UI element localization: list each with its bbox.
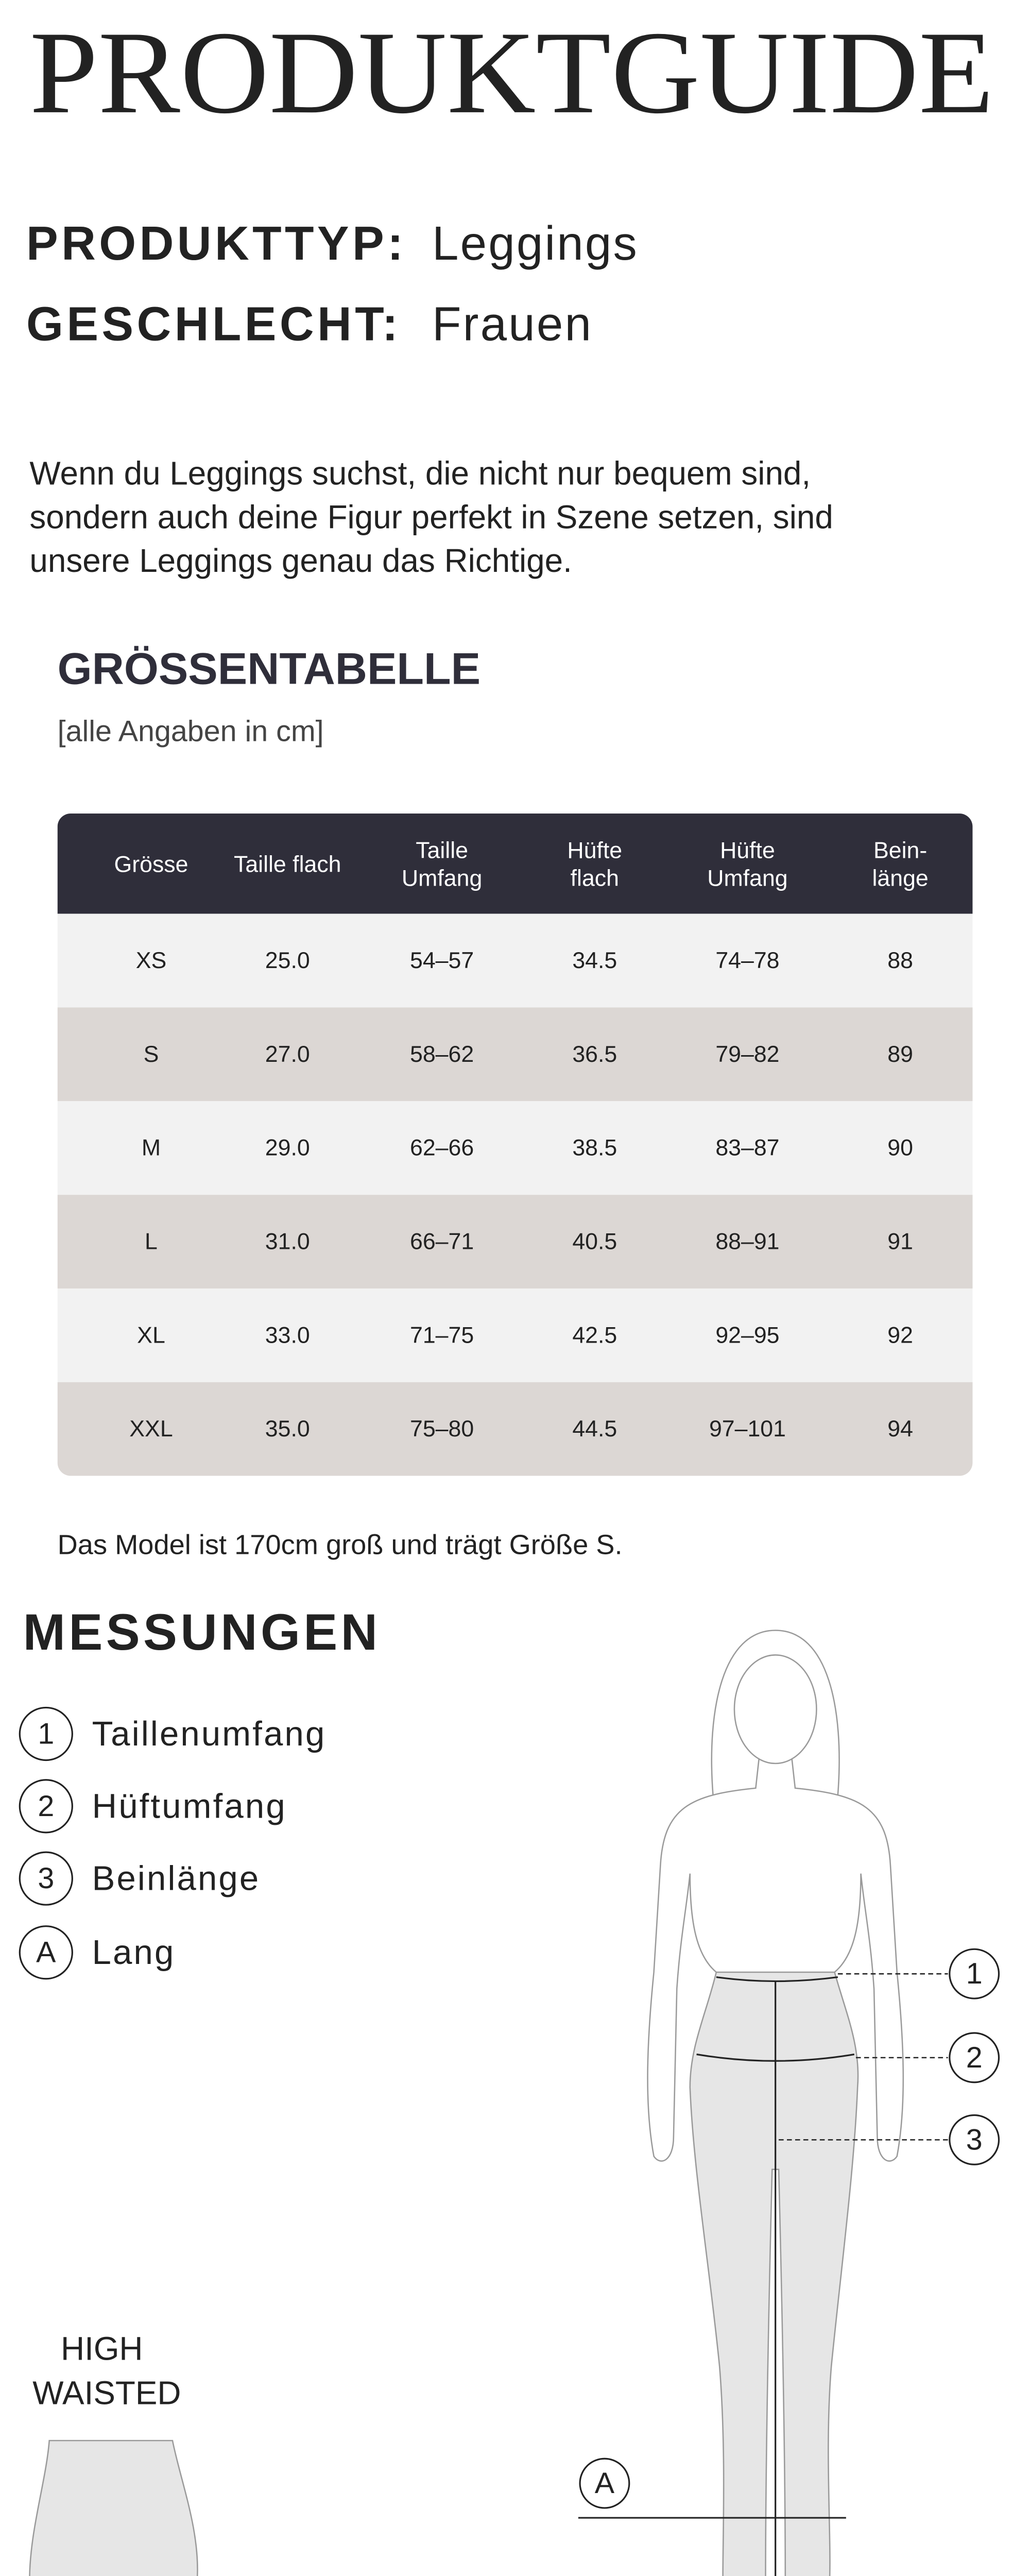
type-value: Leggings: [432, 216, 639, 270]
callout-circle: [579, 2458, 630, 2509]
column-header: flach: [571, 866, 619, 891]
table-cell: 88–91: [715, 1229, 779, 1255]
table-cell: 92: [887, 1323, 913, 1348]
marker: 2: [38, 1790, 54, 1823]
table-header: [57, 814, 973, 914]
table-title: GRÖSSENTABELLE: [58, 644, 480, 693]
column-header: Hüfte: [567, 838, 622, 863]
callout-circle: [949, 1948, 1000, 1999]
callout-circle: [949, 2114, 1000, 2165]
style-label: WAISTED: [32, 2375, 181, 2412]
table-cell: XL: [137, 1323, 165, 1348]
marker: 3: [38, 1862, 54, 1895]
table-cell: 33.0: [265, 1323, 310, 1348]
table-cell: 75–80: [410, 1416, 474, 1442]
table-cell: S: [144, 1042, 159, 1067]
table-cell: 36.5: [572, 1042, 617, 1067]
callout: 2: [966, 2041, 983, 2074]
table-cell: 83–87: [715, 1136, 779, 1161]
body-outline: [647, 1758, 760, 2162]
table-cell: L: [145, 1229, 158, 1255]
hair: [711, 1630, 840, 1795]
table-cell: 90: [887, 1136, 913, 1161]
callout-circle: [949, 2032, 1000, 2083]
marker-circle: [19, 1925, 73, 1980]
column-header: Umfang: [707, 866, 787, 891]
style-label: HIGH: [61, 2330, 143, 2367]
column-header: Taille: [416, 838, 468, 863]
table-row: [57, 1195, 973, 1289]
table-cell: 44.5: [572, 1416, 617, 1442]
column-header: Bein-: [873, 838, 927, 863]
marker-circle: [19, 1779, 73, 1834]
callout: 1: [966, 1957, 983, 1990]
table-cell: 31.0: [265, 1229, 310, 1255]
measurement-label: Hüftumfang: [92, 1787, 287, 1825]
gender-value: Frauen: [432, 297, 593, 350]
gender-label: GESCHLECHT:: [26, 297, 401, 350]
table-cell: 40.5: [572, 1229, 617, 1255]
table-cell: XXL: [129, 1416, 173, 1442]
table-cell: 25.0: [265, 948, 310, 973]
column-header: Umfang: [402, 866, 482, 891]
table-cell: 58–62: [410, 1042, 474, 1067]
table-row: [57, 913, 973, 1008]
table-row: [57, 1288, 973, 1382]
column-header: länge: [872, 866, 928, 891]
measurement-label: Lang: [92, 1933, 176, 1972]
table-cell: 38.5: [572, 1136, 617, 1161]
table-cell: 97–101: [709, 1416, 786, 1442]
table-cell: M: [142, 1136, 161, 1161]
column-header: Hüfte: [720, 838, 775, 863]
table-cell: 74–78: [715, 948, 779, 973]
face: [733, 1654, 817, 1765]
marker-circle: [19, 1851, 73, 1906]
table-cell: XS: [136, 948, 167, 973]
leggings-icon: [29, 2439, 198, 2576]
table-row: [57, 1101, 973, 1195]
table-cell: 79–82: [715, 1042, 779, 1067]
marker: 1: [38, 1717, 54, 1750]
column-header: Grösse: [114, 852, 188, 877]
table-cell: 89: [887, 1042, 913, 1067]
table-row: [57, 1007, 973, 1101]
callout: 3: [966, 2123, 983, 2156]
table-cell: 29.0: [265, 1136, 310, 1161]
marker: A: [36, 1936, 56, 1969]
marker-circle: [19, 1706, 73, 1761]
table-cell: 92–95: [715, 1323, 779, 1348]
measurements-title: MESSUNGEN: [23, 1603, 381, 1660]
callout: A: [595, 2467, 615, 2500]
table-cell: 94: [887, 1416, 913, 1442]
figure: 1 2 3 A: [578, 1630, 1000, 2576]
table-subtitle: [alle Angaben in cm]: [58, 715, 324, 748]
measurement-label: Beinlänge: [92, 1859, 261, 1898]
title: PRODUKTGUIDE: [29, 7, 994, 138]
description-line: sondern auch deine Figur perfekt in Szen…: [29, 498, 833, 535]
table-row: [57, 1382, 973, 1476]
description-line: Wenn du Leggings suchst, die nicht nur b…: [29, 455, 811, 492]
table-cell: 91: [887, 1229, 913, 1255]
description-line: unsere Leggings genau das Richtige.: [29, 542, 572, 579]
table-cell: 42.5: [572, 1323, 617, 1348]
table-cell: 54–57: [410, 948, 474, 973]
table-cell: 88: [887, 948, 913, 973]
type-label: PRODUKTTYP:: [26, 216, 406, 270]
measurement-label: Taillenumfang: [92, 1715, 327, 1753]
leggings: [689, 1971, 859, 2576]
table-cell: 66–71: [410, 1229, 474, 1255]
table-cell: 34.5: [572, 948, 617, 973]
table-cell: 62–66: [410, 1136, 474, 1161]
note: Das Model ist 170cm groß und trägt Größe…: [58, 1530, 623, 1561]
table-cell: 35.0: [265, 1416, 310, 1442]
table-cell: 71–75: [410, 1323, 474, 1348]
table-cell: 27.0: [265, 1042, 310, 1067]
column-header: Taille flach: [234, 852, 341, 877]
